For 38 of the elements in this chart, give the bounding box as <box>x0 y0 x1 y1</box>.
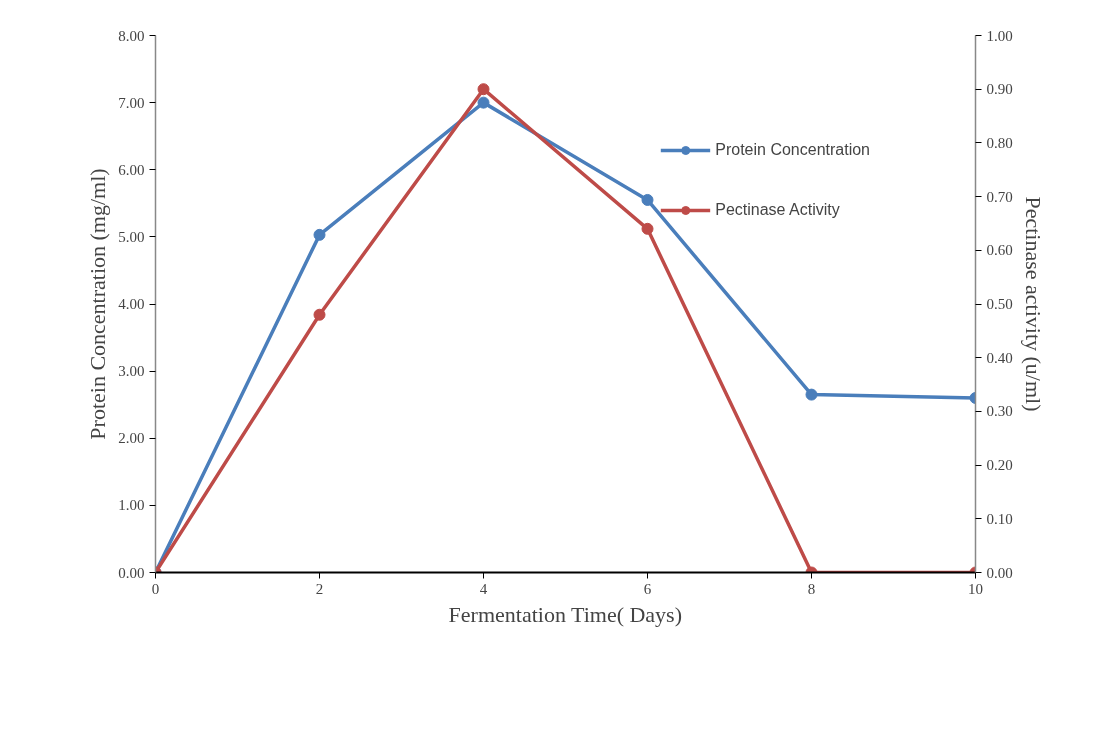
y-tick-label: 0.00 <box>118 564 145 581</box>
y2-tick-label: 0.30 <box>986 403 1013 420</box>
x-tick-label: 6 <box>643 580 652 597</box>
y2-tick-label: 0.70 <box>986 188 1013 205</box>
point <box>477 83 490 96</box>
y2-tick-label: 0.90 <box>986 81 1013 98</box>
x-tick-label: 4 <box>479 580 488 597</box>
y2-tick-label: 0.50 <box>986 296 1013 312</box>
point <box>313 228 326 241</box>
y-tick-label: 1.00 <box>118 497 145 514</box>
y2-tick-label: 0.10 <box>986 510 1013 527</box>
y-tick-label: 8.00 <box>118 27 145 44</box>
y-tick-label: 5.00 <box>118 228 145 245</box>
y-tick-label: 6.00 <box>118 161 145 178</box>
point <box>805 388 818 401</box>
y-tick-label: 3.00 <box>118 363 145 380</box>
x-axis-title: Fermentation Time( Days) <box>448 601 683 627</box>
y2-tick-label: 0.80 <box>986 134 1013 151</box>
point <box>313 308 326 321</box>
legend-label: Protein Concentration <box>715 141 870 159</box>
point <box>641 193 654 206</box>
x-tick-label: 8 <box>807 580 816 597</box>
y-tick-label: 4.00 <box>118 296 145 312</box>
point <box>641 222 654 235</box>
y-tick-label: 7.00 <box>118 94 145 111</box>
y2-tick-label: 0.00 <box>986 564 1013 581</box>
legend-label: Pectinase Activity <box>715 201 840 219</box>
point <box>477 96 490 109</box>
y-tick-label: 2.00 <box>118 430 145 447</box>
x-tick-label: 0 <box>151 580 160 597</box>
y2-tick-label: 0.20 <box>986 457 1013 474</box>
x-tick-label: 2 <box>315 580 324 597</box>
y2-tick-label: 0.40 <box>986 349 1013 366</box>
y2-axis-title: Pectinase activity (u/ml) <box>1020 196 1046 412</box>
x-tick-label: 10 <box>968 580 983 597</box>
y2-tick-label: 0.60 <box>986 242 1013 259</box>
y2-tick-label: 1.00 <box>986 27 1013 44</box>
y-axis-title: Protein Concentration (mg/ml) <box>85 168 111 440</box>
